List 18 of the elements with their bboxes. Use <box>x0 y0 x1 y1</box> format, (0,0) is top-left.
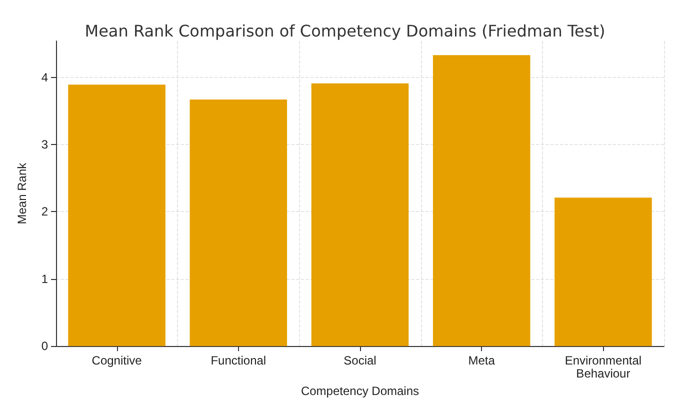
y-tick-label: 2 <box>41 204 48 219</box>
x-tick-label: Cognitive <box>92 354 142 368</box>
x-tick-label: Meta <box>468 354 496 368</box>
x-tick-label: Social <box>344 354 376 368</box>
x-tick-label: Functional <box>210 354 266 368</box>
bar <box>68 84 166 346</box>
y-tick-label: 0 <box>41 339 48 354</box>
x-tick-label: Environmental Behaviour <box>564 354 642 381</box>
bar <box>432 55 530 346</box>
y-tick-label: 1 <box>41 272 48 286</box>
y-tick-label: 3 <box>41 137 48 152</box>
x-axis-title: Competency Domains <box>300 384 420 398</box>
bar <box>554 198 652 346</box>
chart-title: Mean Rank Comparison of Competency Domains (Friedman Test) <box>84 22 606 40</box>
y-axis-title: Mean Rank <box>15 162 29 224</box>
y-tick-label: 4 <box>41 70 48 84</box>
bar <box>311 83 409 346</box>
bar <box>190 99 288 346</box>
